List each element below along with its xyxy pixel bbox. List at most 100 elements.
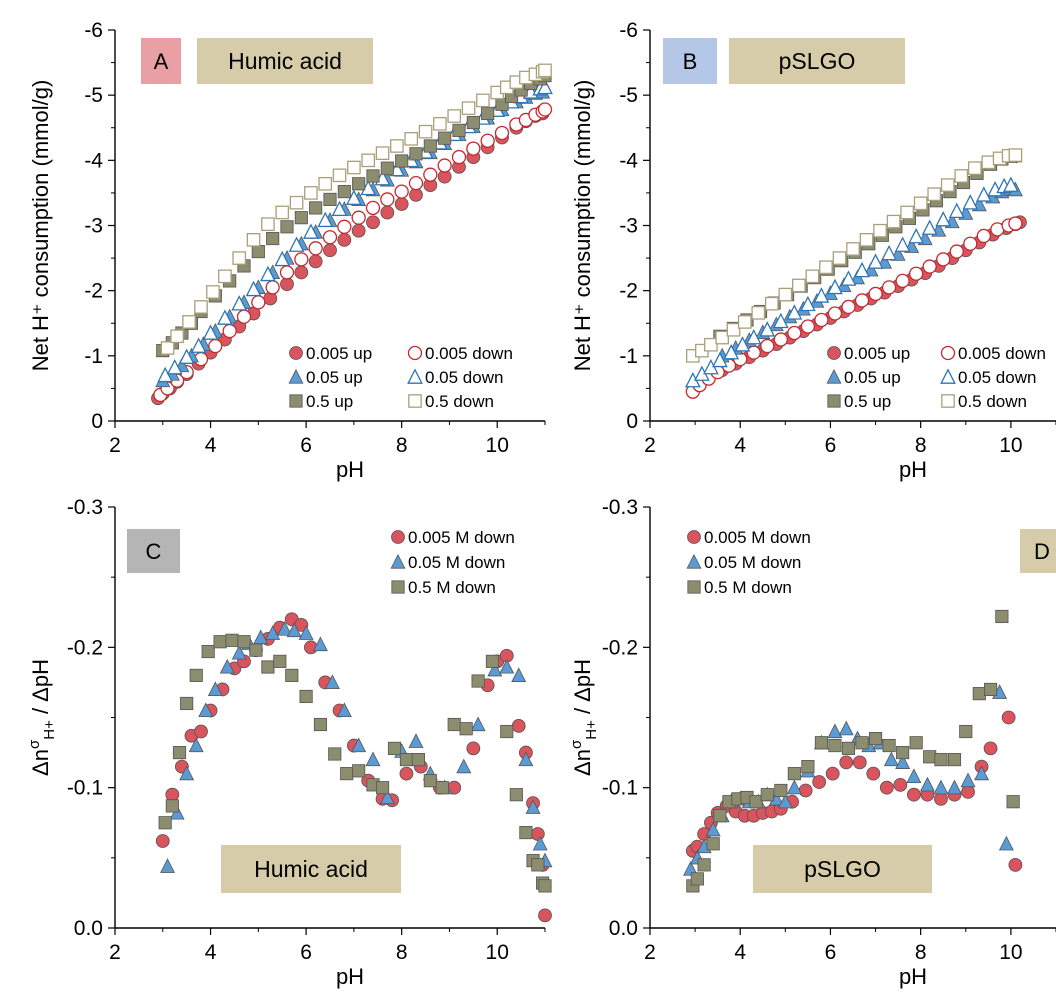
data-point xyxy=(509,788,523,802)
data-point xyxy=(395,154,409,168)
data-point xyxy=(201,644,215,659)
data-point xyxy=(760,338,775,354)
data-point xyxy=(947,753,962,767)
data-point xyxy=(155,834,170,848)
data-point xyxy=(194,300,208,314)
data-point xyxy=(948,202,965,218)
data-point xyxy=(854,293,870,308)
data-point xyxy=(715,330,730,345)
data-point xyxy=(188,737,204,753)
data-point xyxy=(232,251,247,265)
data-point xyxy=(375,146,390,160)
series-0-5-m-down xyxy=(686,609,1020,893)
data-point xyxy=(189,668,203,682)
data-point xyxy=(279,265,295,280)
data-point xyxy=(288,236,305,252)
data-point xyxy=(895,273,910,289)
data-point xyxy=(712,351,728,368)
data-point xyxy=(868,286,883,302)
y-tick-label: -2 xyxy=(84,280,103,303)
panel-label: B xyxy=(683,49,698,74)
data-point xyxy=(940,178,955,192)
data-point xyxy=(438,131,452,145)
y-tick-label: -0.3 xyxy=(602,496,638,519)
sample-name-label: pSLGO xyxy=(779,48,856,74)
data-point xyxy=(840,270,857,286)
data-point xyxy=(852,755,867,770)
x-tick-label: 10 xyxy=(486,434,509,457)
legend-label: 0.05 M down xyxy=(704,553,801,572)
legend-label: 0.5 down xyxy=(425,392,494,411)
data-point xyxy=(1001,710,1016,725)
data-point xyxy=(787,767,801,781)
panel-label-box xyxy=(663,38,717,84)
data-point xyxy=(868,731,883,746)
data-point xyxy=(800,319,816,334)
data-point xyxy=(312,636,328,652)
data-point xyxy=(466,141,481,156)
legend-marker xyxy=(408,394,422,408)
series-0-5-down xyxy=(686,148,1023,363)
legend-label: 0.05 M down xyxy=(408,553,505,572)
data-point xyxy=(237,635,251,649)
data-point xyxy=(812,775,827,789)
panel-label: A xyxy=(154,49,169,74)
data-point xyxy=(859,233,874,247)
legend-marker xyxy=(687,530,701,544)
data-point xyxy=(962,194,979,210)
data-point xyxy=(411,753,425,767)
x-tick-label: 6 xyxy=(300,434,312,457)
data-point xyxy=(351,210,366,225)
data-point xyxy=(375,781,390,795)
data-point xyxy=(260,265,276,282)
data-point xyxy=(277,621,293,636)
data-point xyxy=(494,125,510,141)
legend: 0.005 up 0.005 down 0.05 up 0.05 down 0.5 up… xyxy=(288,344,513,411)
data-point xyxy=(705,821,721,837)
data-point xyxy=(394,184,409,199)
x-tick-label: 2 xyxy=(109,434,121,457)
sample-name-box xyxy=(197,38,373,84)
series-0-05-down xyxy=(684,176,1019,388)
data-point xyxy=(340,767,354,781)
data-point xyxy=(304,186,318,200)
y-tick-label: 0 xyxy=(626,410,638,433)
sample-name-box xyxy=(753,845,932,893)
data-point xyxy=(760,788,774,802)
x-tick-label: 10 xyxy=(486,941,509,964)
data-point xyxy=(352,764,366,778)
data-point xyxy=(423,167,438,182)
data-point xyxy=(697,858,711,872)
data-point xyxy=(737,315,752,329)
data-point xyxy=(749,795,763,809)
y-tick-label: -1 xyxy=(619,345,638,368)
data-point xyxy=(231,644,247,660)
data-point xyxy=(959,724,973,739)
data-point xyxy=(825,766,840,781)
data-point xyxy=(525,799,541,814)
data-point xyxy=(390,139,404,153)
data-point xyxy=(998,835,1014,851)
data-point xyxy=(165,799,179,813)
data-point xyxy=(984,682,998,697)
legend-label: 0.005 down xyxy=(958,344,1046,363)
data-point xyxy=(704,337,718,352)
x-tick-label: 4 xyxy=(734,941,746,964)
chart-panel-b: 2 4 6 8 10 0 -1 -2 -3 -4 -5 -6 pH Net H⁺ consumption … xyxy=(570,19,1056,482)
data-point xyxy=(800,295,816,312)
data-point xyxy=(778,287,793,302)
legend-label: 0.005 M down xyxy=(408,528,515,547)
data-point xyxy=(317,211,334,228)
data-point xyxy=(451,149,467,165)
data-point xyxy=(746,345,761,360)
y-axis-label: ΔnσH+ / ΔpH xyxy=(568,659,600,776)
data-point xyxy=(324,674,340,689)
data-point xyxy=(954,169,969,183)
data-point xyxy=(947,779,962,795)
x-tick-label: 6 xyxy=(300,941,312,964)
data-point xyxy=(961,784,975,799)
data-point xyxy=(158,816,172,830)
data-point xyxy=(198,702,214,718)
data-point xyxy=(772,312,789,329)
sample-name-box xyxy=(221,845,401,893)
